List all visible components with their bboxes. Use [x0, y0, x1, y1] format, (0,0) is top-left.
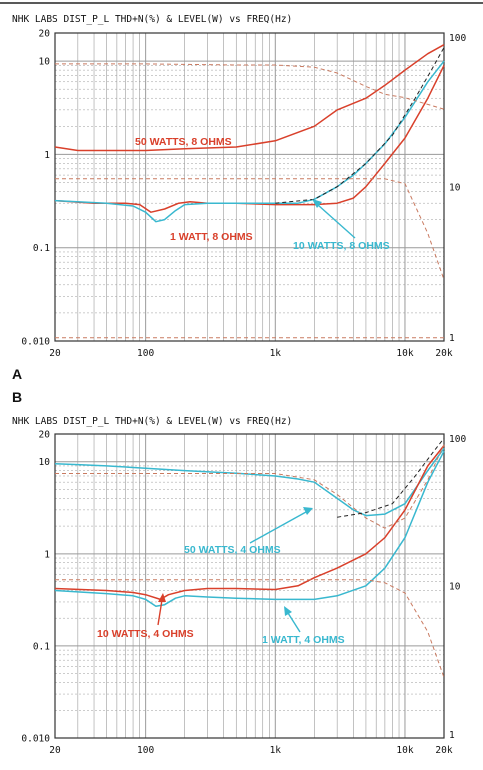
y2-tick-label: 10	[449, 582, 461, 593]
arrow-10-watts-8-ohms	[317, 204, 356, 239]
x-tick-label: 20k	[435, 745, 452, 756]
label-1-watt-8-ohms: 1 WATT, 8 OHMS	[170, 231, 253, 243]
y2-tick-label: 10	[449, 183, 461, 194]
x-tick-label: 20	[49, 348, 61, 359]
series-line-lvl10b	[55, 579, 445, 678]
series-line-lvl10	[55, 178, 445, 280]
series-line-50w4	[54, 447, 445, 517]
y-tick-label: 0.1	[33, 243, 50, 254]
x-tick-label: 20k	[435, 348, 452, 359]
panel-b-grid	[54, 433, 445, 739]
panel-a: NHK LABS DIST_P_L THD+N(%) & LEVEL(W) vs…	[12, 14, 466, 359]
series-line-50w8	[54, 44, 445, 152]
y2-tick-label: 100	[449, 33, 466, 44]
series-line-10w8	[54, 60, 445, 223]
label-10-watts-4-ohms: 10 WATTS, 4 OHMS	[97, 628, 194, 640]
label-50-watts-8-ohms: 50 WATTS, 8 OHMS	[135, 136, 232, 148]
series-line-10w4	[54, 445, 445, 601]
label-10-watts-8-ohms: 10 WATTS, 8 OHMS	[293, 240, 390, 252]
panel-a-tick-labels: 20 100 1k 10k 20k 20 10 1 0.1 0.010 100 10 1	[21, 29, 466, 360]
panel-a-series	[54, 44, 445, 339]
x-tick-label: 100	[137, 348, 154, 359]
panel-a-title: NHK LABS DIST_P_L THD+N(%) & LEVEL(W) vs…	[12, 14, 292, 25]
panel-a-plot-frame	[54, 32, 445, 342]
arrowhead-10-watts-8-ohms	[312, 199, 322, 208]
series-line-1w4	[54, 450, 445, 607]
arrow-1-watt-4-ohms	[287, 612, 301, 633]
series-line-lvl50	[55, 63, 445, 110]
arrow-10-watts-4-ohms	[157, 599, 163, 626]
panel-a-letter: A	[12, 366, 22, 382]
y-tick-label: 20	[39, 430, 51, 441]
panel-a-annotations: 50 WATTS, 8 OHMS 1 WATT, 8 OHMS 10 WATTS…	[135, 136, 390, 252]
x-tick-label: 10k	[396, 745, 413, 756]
x-tick-label: 1k	[270, 745, 282, 756]
x-tick-label: 100	[137, 745, 154, 756]
panel-b-title: NHK LABS DIST_P_L THD+N(%) & LEVEL(W) vs…	[12, 416, 292, 427]
arrow-50-watts-4-ohms	[249, 511, 307, 544]
series-line-1w8	[54, 65, 445, 213]
y-tick-label: 20	[39, 29, 51, 40]
arrowhead-1-watt-4-ohms	[284, 606, 292, 616]
y-tick-label: 0.010	[21, 337, 50, 348]
series-line-sweepb	[337, 437, 445, 518]
arrowhead-50-watts-4-ohms	[303, 507, 313, 515]
panel-b-letter: B	[12, 389, 22, 405]
panel-b: NHK LABS DIST_P_L THD+N(%) & LEVEL(W) vs…	[12, 416, 466, 756]
y-tick-label: 0.010	[21, 734, 50, 745]
panel-a-grid	[54, 32, 445, 342]
x-tick-label: 20	[49, 745, 61, 756]
y-tick-label: 10	[39, 457, 51, 468]
panel-b-plot-frame	[54, 433, 445, 739]
y2-tick-label: 1	[449, 730, 455, 741]
y-tick-label: 1	[44, 150, 50, 161]
y2-tick-label: 1	[449, 333, 455, 344]
label-1-watt-4-ohms: 1 WATT, 4 OHMS	[262, 634, 345, 646]
arrowhead-10-watts-4-ohms	[158, 593, 166, 602]
label-50-watts-4-ohms: 50 WATTS, 4 OHMS	[184, 544, 281, 556]
panel-b-annotations: 50 WATTS, 4 OHMS 10 WATTS, 4 OHMS 1 WATT…	[97, 507, 345, 646]
x-tick-label: 10k	[396, 348, 413, 359]
y-tick-label: 10	[39, 57, 51, 68]
y-tick-label: 1	[44, 549, 50, 560]
series-line-sweep	[275, 47, 445, 204]
x-tick-label: 1k	[270, 348, 282, 359]
panel-b-series	[54, 437, 445, 678]
y-tick-label: 0.1	[33, 641, 50, 652]
panel-b-tick-labels: 20 100 1k 10k 20k 20 10 1 0.1 0.010 100 10 1	[21, 430, 466, 757]
y2-tick-label: 100	[449, 434, 466, 445]
series-line-lvl50b	[55, 444, 445, 529]
